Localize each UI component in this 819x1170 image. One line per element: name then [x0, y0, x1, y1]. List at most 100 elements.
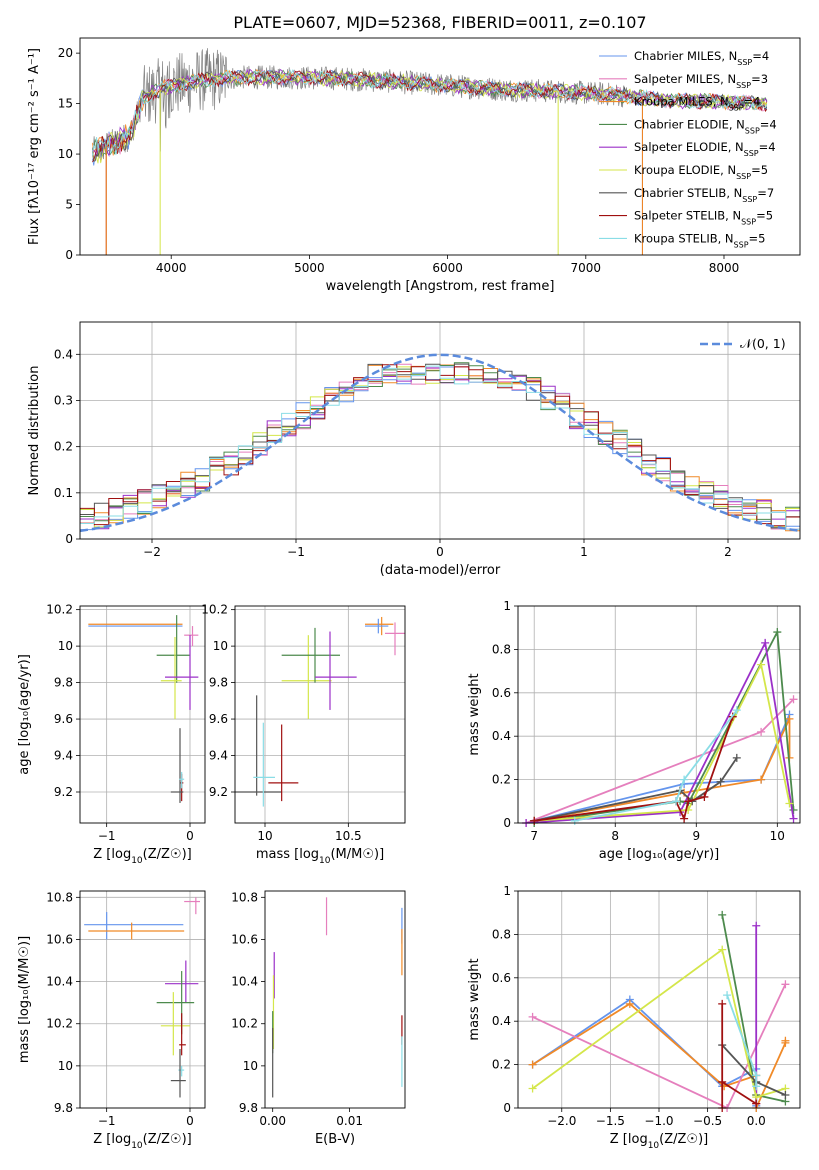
mass_weight_vs_Z-ytick-label: 0.2 [492, 1058, 511, 1072]
mass_weight_vs_age-point-salpeter_stelib [680, 814, 689, 823]
residuals-ytick-label: 0.2 [54, 440, 73, 454]
mass_weight_vs_Z-point-kroupa_stelib [752, 1071, 761, 1080]
mass_weight_vs_Z-point-salpeter_stelib [718, 1077, 727, 1086]
age_vs_Z-ytick-label: 9.4 [54, 749, 73, 763]
mass_weight_vs_age-point-salpeter_stelib [530, 816, 539, 825]
mass_weight_vs_age-point-salpeter_stelib [684, 797, 693, 806]
residuals-hist-salpeter_stelib [80, 364, 800, 539]
age_vs_mass-ytick-label: 9.8 [209, 676, 228, 690]
age_vs_Z-xlabel: Z [log10(Z/Z☉)] [93, 847, 191, 866]
age_vs_mass-xtick-label: 10 [257, 829, 272, 843]
mass_vs_EBV-ytick-label: 10.2 [231, 1017, 258, 1031]
mass_weight_vs_age-xtick-label: 7 [530, 829, 538, 843]
mass_weight_vs_age-ytick-label: 1 [503, 599, 511, 613]
mass_vs_EBV-ytick-label: 10.4 [231, 975, 258, 989]
mass_weight_vs_Z-point-salpeter_stelib [752, 1099, 761, 1108]
spectrum-ytick-label: 5 [65, 198, 73, 212]
mass_weight_vs_age-series-kroupa_stelib [574, 709, 738, 822]
mass_weight_vs_age-xtick-label: 9 [692, 829, 700, 843]
age_vs_mass-ytick-label: 9.6 [209, 712, 228, 726]
age_vs_mass-ytick-label: 10 [213, 639, 228, 653]
residuals-ytick-label: 0.1 [54, 486, 73, 500]
mass_weight_vs_Z-ylabel: mass weight [467, 958, 482, 1040]
mass_weight_vs_Z-ytick-label: 0.4 [492, 1014, 511, 1028]
mass_weight_vs_Z-xlabel: Z [log10(Z/Z☉)] [610, 1132, 708, 1151]
mass_weight_vs_Z-point-chabrier_stelib [781, 1090, 790, 1099]
mass_weight_vs_Z-point-kroupa_miles [528, 1060, 537, 1069]
age_vs_mass-xlabel: mass [log10(M/M☉)] [256, 847, 384, 866]
spectrum-xlabel: wavelength [Angstrom, rest frame] [326, 279, 555, 294]
mass_weight_vs_age-xtick-label: 8 [611, 829, 619, 843]
mass_vs_EBV-xlabel: E(B-V) [315, 1132, 355, 1147]
figure-title: PLATE=0607, MJD=52368, FIBERID=0011, z=0… [233, 13, 646, 32]
mass_vs_Z-ylabel: mass [log₁₀(M/M☉)] [17, 936, 32, 1063]
age_vs_mass-axes: 10 10.5 9.2 9.4 9.6 9.8 10 10.2 mass [log10(M/M☉… [201, 603, 405, 866]
spectrum-legend-label: Chabrier MILES, NSSP=4 [634, 49, 769, 67]
mass_weight_vs_Z-series-salpeter_miles [532, 983, 787, 1108]
spectrum-xtick-label: 8000 [709, 261, 740, 275]
mass_weight_vs_Z-point-salpeter_stelib [718, 999, 727, 1008]
age_vs_Z-axes: −1 0 9.2 9.4 9.6 9.8 10 10.2 Z [log10(Z/Z☉)] age … [17, 603, 205, 866]
mass_weight_vs_Z-series-salpeter_stelib [721, 1003, 757, 1108]
mass_weight_vs_age-series-salpeter_stelib [534, 716, 734, 822]
mass_weight_vs_Z-point-kroupa_elodie [528, 1084, 537, 1093]
mass_vs_Z-ytick-label: 10.6 [46, 932, 73, 946]
mass_weight_vs_Z-point-kroupa_miles [781, 1036, 790, 1045]
mass_weight_vs_age-point-kroupa_stelib [570, 816, 579, 825]
mass_weight_vs_Z-point-kroupa_stelib [723, 991, 732, 1000]
mass_weight_vs_age-point-chabrier_elodie [789, 805, 798, 814]
age_vs_Z-frame [79, 605, 206, 824]
spectrum-axes: 4000 5000 6000 7000 8000 0 5 10 15 20 wavelength [… [27, 46, 739, 294]
mass_weight_vs_Z-xtick-label: −2.0 [547, 1114, 576, 1128]
mass_weight_vs_Z-point-salpeter_miles [781, 980, 790, 989]
spectrum-xtick-label: 6000 [432, 261, 463, 275]
mass_weight_vs_Z-point-chabrier_elodie [718, 910, 727, 919]
mass_weight_vs_age-point-chabrier_elodie [773, 628, 782, 637]
spectrum-model-salpeter_stelib [92, 69, 768, 163]
age_vs_Z-ylabel: age [log₁₀(age/yr)] [17, 654, 32, 775]
mass_weight_vs_Z-xtick-label: −1.5 [596, 1114, 625, 1128]
residuals-xtick-label: 1 [580, 545, 588, 559]
spectrum-model-kroupa_stelib [92, 68, 768, 156]
residuals-xtick-label: 0 [436, 545, 444, 559]
residuals-normal-curve [80, 353, 800, 533]
spectrum-ytick-label: 0 [65, 248, 73, 262]
mass_weight_vs_Z-point-kroupa_stelib [752, 1082, 761, 1091]
spectrum-ytick-label: 15 [58, 97, 73, 111]
mass_weight_vs_age-point-salpeter_elodie [761, 638, 770, 647]
residuals-xtick-label: −1 [287, 545, 305, 559]
mass_weight_vs_age-xtick-label: 10 [770, 829, 785, 843]
mass_weight_vs_age-point-salpeter_stelib [700, 792, 709, 801]
age_vs_Z-ytick-label: 9.2 [54, 785, 73, 799]
mass_weight_vs_age-point-kroupa_elodie [785, 799, 794, 808]
spectrum-ylabel: Flux [fλ10⁻¹⁷ erg cm⁻² s⁻¹ A⁻¹] [27, 48, 42, 245]
mass_vs_Z-ytick-label: 10.8 [46, 890, 73, 904]
mass_weight_vs_Z-xtick-label: −1.0 [644, 1114, 673, 1128]
mass_vs_Z-xtick-label: −1 [98, 1114, 116, 1128]
age_vs_Z-xtick-label: −1 [98, 829, 116, 843]
mass_vs_Z-frame [79, 890, 206, 1109]
mass_weight_vs_age-ytick-label: 0.6 [492, 686, 511, 700]
residuals-ylabel: Normed distribution [27, 366, 42, 496]
mass_vs_EBV-axes: 0.00 0.01 9.8 10 10.2 10.4 10.6 10.8 E(B-V) [231, 890, 363, 1147]
residuals-xlabel: (data-model)/error [380, 563, 501, 578]
mass_weight_vs_age-point-kroupa_stelib [672, 797, 681, 806]
residuals-hist-chabrier_stelib [80, 363, 800, 539]
mass_weight_vs_age-point-kroupa_stelib [732, 706, 741, 715]
mass_weight_vs_Z-point-salpeter_miles [528, 1012, 537, 1021]
mass_vs_EBV-frame [264, 890, 406, 1109]
residuals-ytick-label: 0.3 [54, 393, 73, 407]
residuals-xtick-label: 2 [724, 545, 732, 559]
mass_weight_vs_age-point-chabrier_stelib [716, 777, 725, 786]
mass_weight_vs_age-point-salpeter_miles [757, 727, 766, 736]
mass_vs_EBV-ytick-label: 9.8 [239, 1101, 258, 1115]
spectrum-legend-label: Salpeter ELODIE, NSSP=4 [634, 140, 776, 158]
mass_weight_vs_Z-ytick-label: 0.8 [492, 927, 511, 941]
age_vs_mass-ytick-label: 9.2 [209, 785, 228, 799]
mass_vs_Z-xtick-label: 0 [186, 1114, 194, 1128]
mass_vs_Z-axes: −1 0 9.8 10 10.2 10.4 10.6 10.8 Z [log10(Z/Z☉)] m… [17, 890, 205, 1151]
spectrum-frame [79, 37, 801, 256]
spectrum-legend-label: Salpeter MILES, NSSP=3 [634, 72, 768, 90]
mass_weight_vs_Z-xtick-label: 0.0 [747, 1114, 766, 1128]
